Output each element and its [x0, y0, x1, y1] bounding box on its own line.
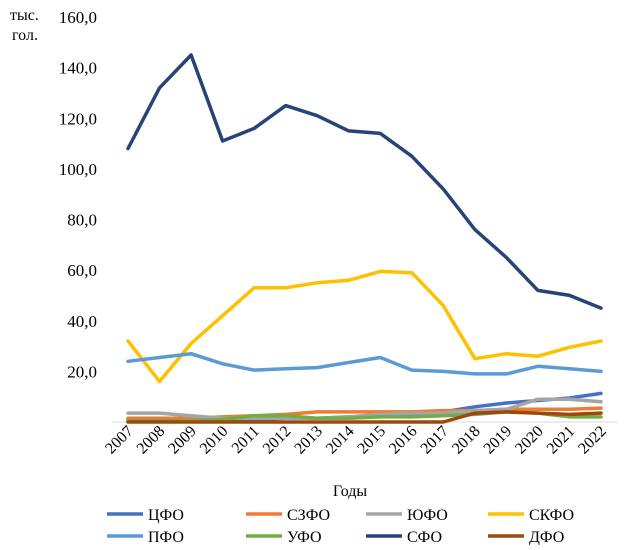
x-tick-label: 2021	[544, 423, 579, 458]
x-tick-label: 2011	[229, 423, 263, 457]
x-tick-label: 2009	[165, 423, 200, 458]
y-axis-label-line2: гол.	[12, 27, 38, 44]
y-tick-label: 160,0	[59, 8, 97, 27]
x-axis-label: Годы	[333, 483, 368, 500]
legend-item: СЗФО	[246, 507, 330, 524]
series-line-ЮФО	[126, 397, 603, 420]
x-tick-label: 2015	[354, 423, 389, 458]
x-tick-label: 2014	[323, 423, 358, 458]
x-tick-label: 2012	[260, 423, 295, 458]
y-tick-label: 100,0	[59, 160, 97, 179]
legend-label: ПФО	[148, 529, 184, 545]
x-tick-label: 2018	[449, 423, 484, 458]
x-tick-label: 2016	[386, 423, 421, 458]
y-tick-label: 80,0	[67, 211, 97, 230]
legend-label: ЮФО	[407, 507, 448, 524]
x-tick-label: 2019	[481, 423, 516, 458]
legend-item: СФО	[366, 529, 442, 546]
series-line-СФО	[126, 53, 603, 310]
legend-item: ДФО	[488, 529, 564, 546]
y-tick-label: 140,0	[59, 59, 97, 78]
series-line-ДФО	[126, 410, 603, 424]
legend-item: ПФО	[107, 529, 184, 546]
legend-item: ЮФО	[366, 507, 448, 524]
y-tick-label: 60,0	[67, 261, 97, 280]
x-tick-label: 2007	[102, 423, 137, 458]
x-tick-label: 2013	[291, 423, 326, 458]
legend-item: УФО	[246, 529, 322, 546]
x-tick-label: 2010	[197, 423, 232, 458]
x-tick-label: 2008	[134, 423, 169, 458]
legend-item: СКФО	[488, 507, 574, 524]
y-tick-label: 40,0	[67, 312, 97, 331]
series-line-ПФО	[126, 351, 603, 376]
x-tick-label: 2020	[512, 423, 547, 458]
x-tick-label: 2017	[418, 423, 453, 458]
series-line-СКФО	[126, 269, 603, 384]
legend-label: УФО	[287, 529, 322, 545]
legend-label: ДФО	[529, 529, 564, 545]
legend-label: ЦФО	[148, 507, 184, 524]
x-tick-label: 2022	[575, 423, 610, 458]
legend-label: СКФО	[529, 507, 574, 524]
y-tick-label: 120,0	[59, 109, 97, 128]
legend-label: СЗФО	[287, 507, 330, 524]
y-tick-label: 20,0	[67, 362, 97, 381]
legend-label: СФО	[407, 529, 442, 545]
y-axis-label-line1: тыс.	[10, 7, 39, 24]
legend-item: ЦФО	[107, 507, 184, 524]
